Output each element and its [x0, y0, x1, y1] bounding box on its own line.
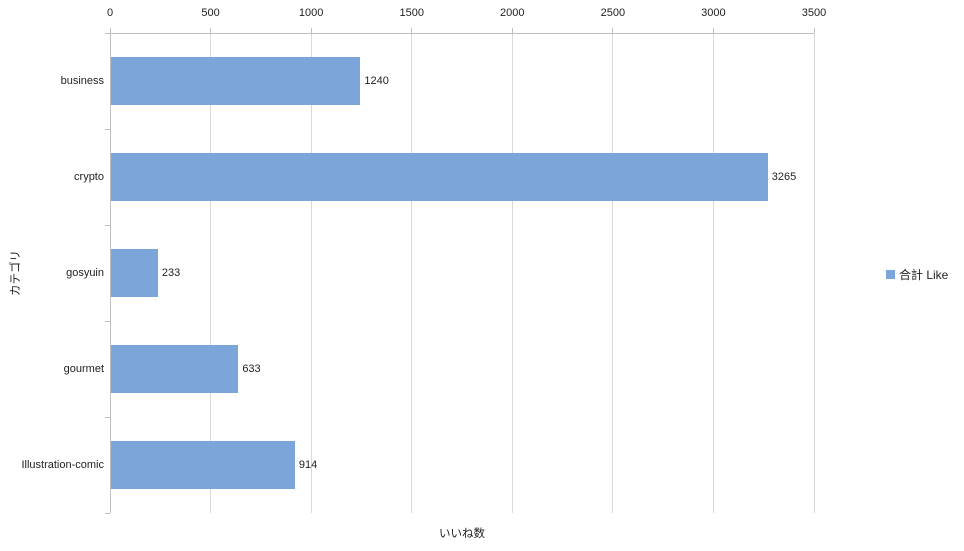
- x-tick-label: 3000: [701, 7, 726, 19]
- x-axis-tick: [612, 28, 614, 33]
- gridline: [511, 33, 513, 513]
- bar-value-label: 233: [161, 267, 181, 279]
- gridline: [210, 33, 212, 513]
- legend-label: 合計 Like: [899, 268, 949, 282]
- x-tick-label: 1500: [399, 7, 424, 19]
- x-axis-tick: [511, 28, 513, 33]
- x-tick-label: 3500: [801, 7, 827, 19]
- gridline: [612, 33, 614, 513]
- category-axis-tick: [105, 416, 110, 418]
- category-axis-tick: [105, 128, 110, 130]
- legend-swatch-icon: [886, 270, 895, 279]
- value-axis-title: いいね数: [439, 528, 485, 540]
- category-label: Illustration-comic: [21, 459, 104, 471]
- x-axis-tick: [210, 28, 212, 33]
- bar-value-label: 3265: [771, 171, 797, 183]
- bar: [111, 345, 239, 393]
- legend: 合計 Like: [886, 266, 948, 283]
- category-axis-tick: [105, 512, 110, 514]
- x-axis-tick: [712, 28, 714, 33]
- category-label: crypto: [74, 171, 104, 183]
- x-tick-label: 1000: [298, 7, 324, 19]
- bar-value-label: 633: [242, 363, 261, 375]
- category-axis-title: カテゴリ: [10, 250, 22, 296]
- x-axis-tick: [109, 28, 111, 33]
- x-axis-tick: [411, 28, 413, 33]
- category-label: business: [60, 75, 104, 87]
- category-axis-tick: [105, 224, 110, 226]
- x-tick-label: 500: [201, 7, 220, 19]
- x-axis-tick: [310, 28, 312, 33]
- x-tick-label: 2500: [600, 7, 626, 19]
- gridline: [310, 33, 312, 513]
- category-axis-tick: [105, 32, 110, 34]
- bar: [111, 57, 361, 105]
- x-axis-tick: [813, 28, 815, 33]
- bar-value-label: 1240: [364, 75, 389, 87]
- bar: [111, 153, 768, 201]
- bar-value-label: 914: [298, 459, 318, 471]
- category-label: gourmet: [63, 363, 104, 375]
- value-axis-line: [110, 32, 814, 34]
- bar: [111, 249, 158, 297]
- gridline: [411, 33, 413, 513]
- gridline: [813, 33, 815, 513]
- category-axis-tick: [105, 320, 110, 322]
- category-axis-line: [109, 33, 111, 513]
- x-tick-label: 0: [106, 7, 114, 19]
- bar: [111, 441, 295, 489]
- x-tick-label: 2000: [500, 7, 525, 19]
- category-label: gosyuin: [66, 267, 104, 279]
- gridline: [712, 33, 714, 513]
